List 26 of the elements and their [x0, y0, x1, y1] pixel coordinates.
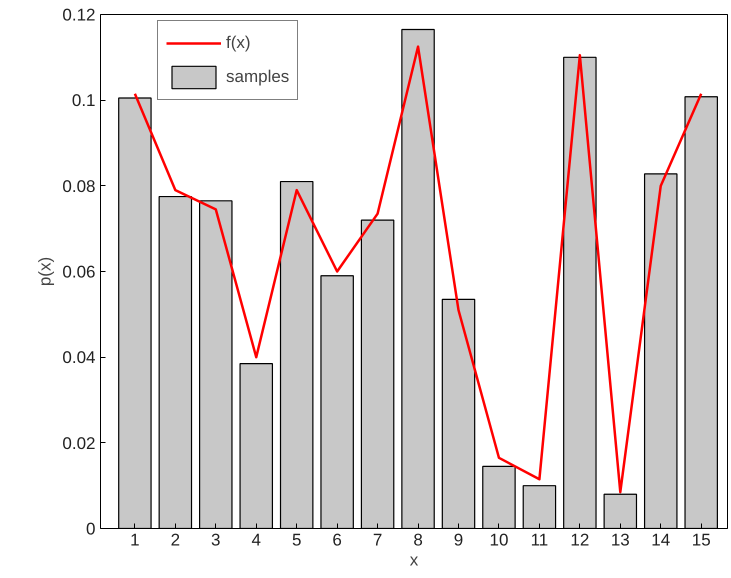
x-tick-label: 8 — [413, 530, 423, 550]
x-tick-label: 5 — [292, 530, 302, 550]
x-tick-label: 3 — [211, 530, 221, 550]
x-tick-label: 4 — [252, 530, 261, 550]
x-tick-label: 10 — [489, 530, 508, 550]
x-tick-label: 14 — [651, 530, 670, 550]
y-tick-label: 0 — [86, 520, 96, 538]
y-tick-label: 0.08 — [62, 176, 96, 196]
y-tick-label: 0.02 — [62, 434, 96, 453]
y-tick-label: 0.04 — [62, 348, 96, 368]
y-tick-label: 0.1 — [72, 91, 96, 110]
x-tick-label: 9 — [454, 530, 464, 550]
y-tick-label: 0.12 — [62, 6, 96, 24]
y-axis-title: p(x) — [35, 256, 54, 286]
x-tick-label: 11 — [530, 530, 548, 550]
x-tick-label: 6 — [332, 530, 342, 550]
legend-label: f(x) — [226, 33, 251, 53]
x-tick-label: 15 — [692, 530, 711, 550]
x-tick-label: 2 — [170, 530, 180, 550]
legend-label: samples — [226, 67, 290, 87]
x-tick-label: 12 — [570, 530, 590, 550]
x-tick-label: 13 — [610, 530, 630, 550]
x-tick-label: 7 — [372, 530, 382, 550]
y-tick-label: 0.06 — [62, 262, 96, 282]
x-axis-title: x — [410, 550, 419, 570]
x-tick-label: 1 — [130, 530, 140, 550]
